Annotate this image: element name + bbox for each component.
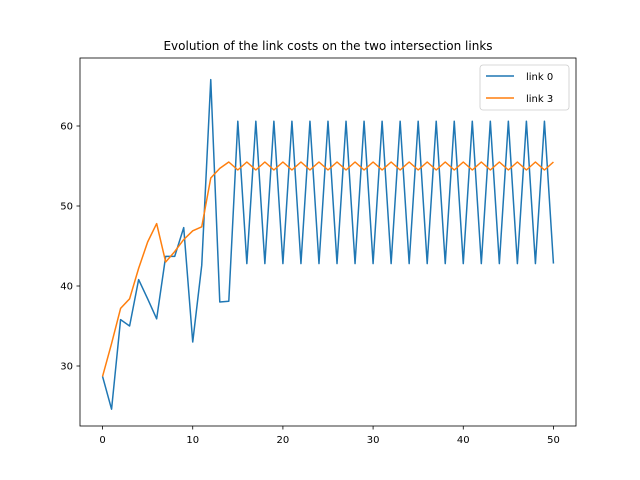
chart-title: Evolution of the link costs on the two i…: [163, 39, 492, 53]
legend-box: [479, 64, 570, 111]
x-tick-label: 30: [367, 435, 380, 446]
y-tick-label: 60: [60, 122, 73, 133]
legend: link 0 link 3: [479, 64, 570, 111]
legend-label-link-0: link 0: [526, 72, 553, 83]
x-tick-label: 20: [277, 435, 290, 446]
y-tick-label: 50: [60, 202, 73, 213]
y-tick-label: 30: [60, 362, 73, 373]
x-tick-label: 40: [457, 435, 470, 446]
y-axis: 30 40 50 60: [60, 122, 80, 373]
series-line-link-3: [101, 161, 554, 377]
y-tick-label: 40: [60, 282, 73, 293]
x-tick-label: 0: [99, 435, 105, 446]
x-tick-label: 10: [186, 435, 199, 446]
plot-frame: [79, 57, 577, 427]
x-axis: 0 10 20 30 40 50: [99, 426, 560, 446]
x-tick-label: 50: [547, 435, 560, 446]
legend-label-link-3: link 3: [526, 94, 553, 105]
series-layer: [101, 78, 555, 410]
